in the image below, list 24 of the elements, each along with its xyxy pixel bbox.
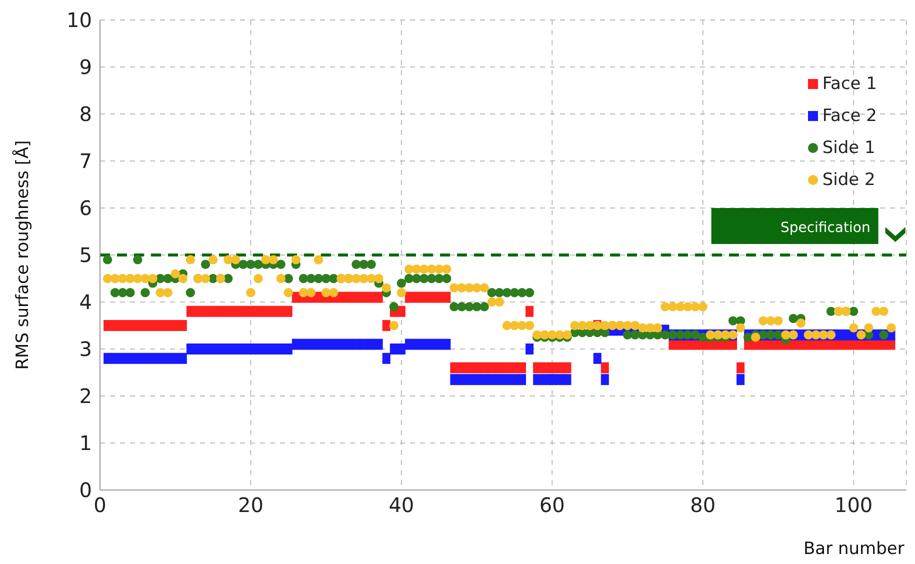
y-tick-label: 0 bbox=[79, 478, 92, 502]
y-tick-label: 1 bbox=[79, 431, 92, 456]
y-tick-label: 5 bbox=[79, 243, 92, 268]
x-tick-label: 40 bbox=[388, 493, 414, 518]
legend-label: Face 2 bbox=[822, 106, 877, 126]
y-tick-label: 2 bbox=[79, 384, 92, 408]
legend-label: Side 2 bbox=[822, 170, 876, 190]
legend-label: Side 1 bbox=[822, 138, 876, 158]
y-tick-label: 4 bbox=[79, 290, 92, 314]
legend-label: Face 1 bbox=[822, 74, 877, 94]
y-tick-label: 10 bbox=[66, 8, 92, 32]
x-tick-label: 100 bbox=[834, 493, 873, 518]
y-tick-label: 6 bbox=[79, 196, 92, 220]
y-tick-label: 7 bbox=[79, 149, 92, 174]
x-tick-label: 60 bbox=[539, 493, 565, 518]
x-tick-label: 80 bbox=[690, 493, 716, 518]
x-axis-title: Bar number bbox=[804, 539, 904, 559]
y-tick-label: 9 bbox=[79, 55, 92, 80]
y-tick-label: 8 bbox=[79, 102, 92, 126]
y-tick-label: 3 bbox=[79, 337, 92, 362]
x-tick-label: 20 bbox=[238, 493, 264, 518]
label-tag: Specification bbox=[711, 208, 878, 244]
ref-line-label: Specification bbox=[780, 220, 870, 236]
y-axis-title: RMS surface roughness [Å] bbox=[12, 140, 34, 370]
